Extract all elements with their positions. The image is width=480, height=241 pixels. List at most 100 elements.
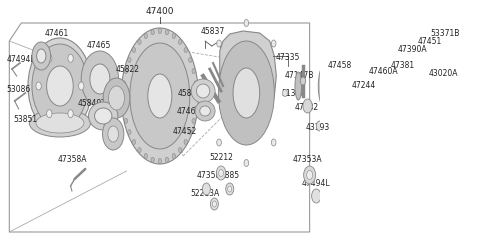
Ellipse shape xyxy=(414,88,432,118)
Ellipse shape xyxy=(36,113,84,133)
Circle shape xyxy=(79,82,84,90)
Ellipse shape xyxy=(191,79,215,103)
Ellipse shape xyxy=(295,72,301,100)
Circle shape xyxy=(158,28,161,33)
Circle shape xyxy=(165,30,168,35)
Circle shape xyxy=(124,118,128,123)
Ellipse shape xyxy=(318,49,361,123)
Circle shape xyxy=(184,140,187,144)
Ellipse shape xyxy=(435,89,444,103)
Text: 47244: 47244 xyxy=(352,81,376,91)
Circle shape xyxy=(217,139,221,146)
Ellipse shape xyxy=(103,78,130,118)
Ellipse shape xyxy=(386,64,426,134)
Circle shape xyxy=(189,57,192,62)
Ellipse shape xyxy=(351,79,368,107)
Ellipse shape xyxy=(433,108,457,144)
Circle shape xyxy=(36,82,41,90)
Circle shape xyxy=(307,170,312,180)
Text: 47452: 47452 xyxy=(173,127,197,135)
Circle shape xyxy=(179,147,182,153)
Circle shape xyxy=(189,130,192,135)
Text: 53086: 53086 xyxy=(7,85,31,94)
Ellipse shape xyxy=(406,73,440,133)
Circle shape xyxy=(128,130,131,135)
Text: 47381: 47381 xyxy=(391,61,415,71)
Ellipse shape xyxy=(429,77,450,115)
Circle shape xyxy=(226,183,234,195)
Ellipse shape xyxy=(396,80,417,118)
Ellipse shape xyxy=(148,74,172,118)
Ellipse shape xyxy=(81,51,119,107)
Text: 47494B: 47494B xyxy=(7,54,36,63)
Circle shape xyxy=(300,77,306,85)
Circle shape xyxy=(216,166,226,180)
Circle shape xyxy=(158,159,161,163)
Circle shape xyxy=(172,154,176,159)
Text: 47458: 47458 xyxy=(327,61,352,71)
Ellipse shape xyxy=(103,118,124,150)
Ellipse shape xyxy=(95,108,112,124)
Circle shape xyxy=(47,54,52,62)
Polygon shape xyxy=(220,31,276,126)
Ellipse shape xyxy=(108,126,119,142)
Text: 53215: 53215 xyxy=(91,116,115,126)
Ellipse shape xyxy=(346,69,373,117)
Circle shape xyxy=(132,140,135,144)
Text: 47465: 47465 xyxy=(176,107,201,115)
Ellipse shape xyxy=(200,106,210,116)
Circle shape xyxy=(192,69,195,74)
Text: 47147B: 47147B xyxy=(285,72,314,80)
Ellipse shape xyxy=(358,49,408,137)
Ellipse shape xyxy=(376,81,390,105)
Circle shape xyxy=(68,54,73,62)
Circle shape xyxy=(172,33,176,39)
Ellipse shape xyxy=(29,109,91,137)
Text: 53885: 53885 xyxy=(216,172,240,181)
Ellipse shape xyxy=(32,42,50,70)
Circle shape xyxy=(210,198,218,210)
Text: 43193: 43193 xyxy=(305,123,330,133)
Circle shape xyxy=(244,160,249,167)
Ellipse shape xyxy=(130,43,190,149)
Circle shape xyxy=(194,81,197,86)
Text: 47400: 47400 xyxy=(145,7,174,16)
Circle shape xyxy=(192,118,195,123)
Ellipse shape xyxy=(233,68,260,118)
Text: 47353A: 47353A xyxy=(293,154,323,163)
Text: 52212: 52212 xyxy=(209,154,233,162)
Ellipse shape xyxy=(439,117,451,135)
Text: 52213A: 52213A xyxy=(191,188,220,198)
Circle shape xyxy=(151,157,155,162)
Circle shape xyxy=(303,99,312,113)
Circle shape xyxy=(68,110,73,118)
Circle shape xyxy=(128,57,131,62)
Ellipse shape xyxy=(47,66,73,106)
Text: 47451: 47451 xyxy=(417,36,442,46)
Text: 45849T: 45849T xyxy=(77,99,107,107)
Ellipse shape xyxy=(370,70,396,116)
Ellipse shape xyxy=(368,67,397,119)
Ellipse shape xyxy=(218,41,275,145)
Circle shape xyxy=(144,33,147,39)
Circle shape xyxy=(138,40,141,44)
Circle shape xyxy=(144,154,147,159)
Ellipse shape xyxy=(328,65,351,107)
Circle shape xyxy=(304,166,316,184)
Text: 47494L: 47494L xyxy=(301,179,330,187)
Circle shape xyxy=(138,147,141,153)
Circle shape xyxy=(312,189,321,203)
Text: 47356A: 47356A xyxy=(197,172,227,181)
Ellipse shape xyxy=(430,80,449,112)
Circle shape xyxy=(184,47,187,53)
Circle shape xyxy=(195,94,198,99)
Text: 43020A: 43020A xyxy=(429,68,458,78)
Ellipse shape xyxy=(196,84,210,98)
Ellipse shape xyxy=(88,102,118,130)
Circle shape xyxy=(151,30,155,35)
Circle shape xyxy=(228,186,232,192)
Circle shape xyxy=(124,69,128,74)
Circle shape xyxy=(122,106,126,111)
Ellipse shape xyxy=(36,49,46,63)
Circle shape xyxy=(194,106,197,111)
